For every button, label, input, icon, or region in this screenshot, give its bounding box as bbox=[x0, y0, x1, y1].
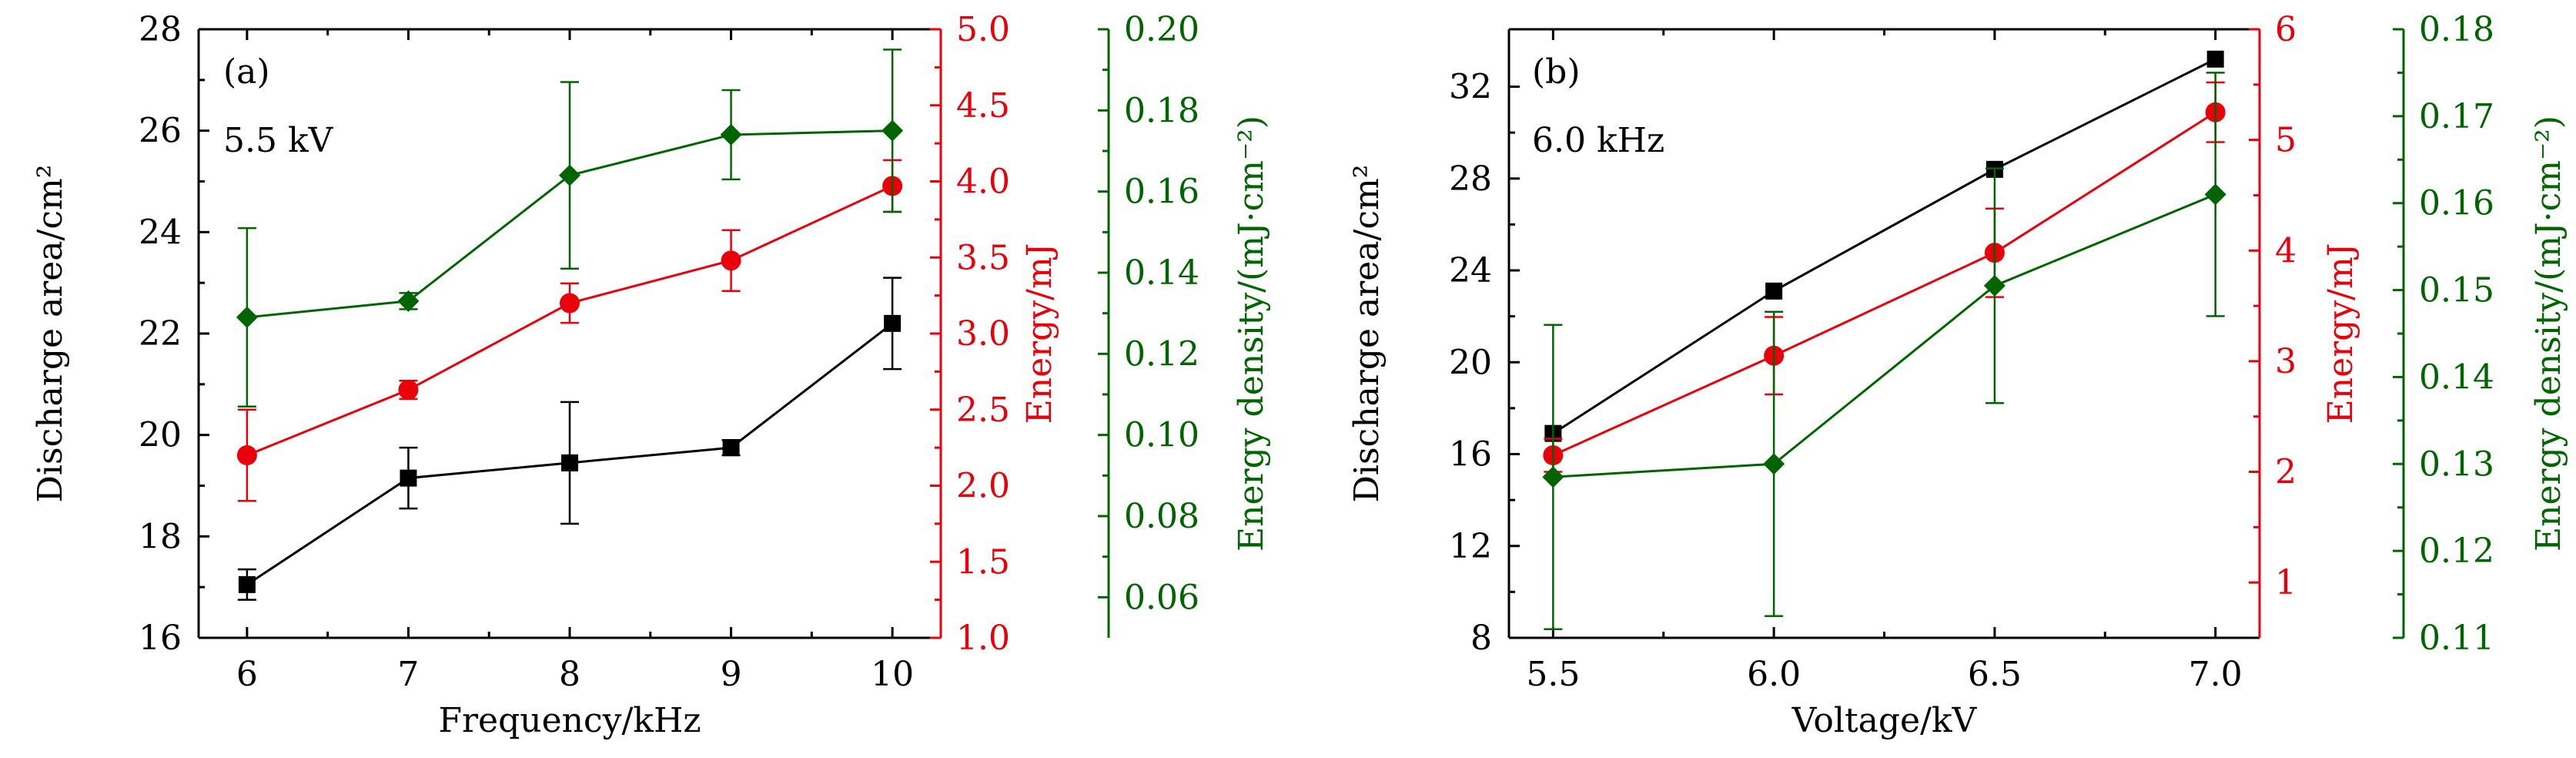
right2-tick-label: 0.14 bbox=[2419, 357, 2494, 397]
x-tick-label: 8 bbox=[559, 655, 580, 694]
right2-tick-label: 0.12 bbox=[2419, 532, 2494, 571]
chart-panel-a: 6 7 8 9 10 Frequency/kHz 16 18 20 22 24 26 28 Dischar… bbox=[31, 10, 1271, 740]
right2-tick-label: 0.16 bbox=[2419, 184, 2494, 223]
left-tick-label: 26 bbox=[139, 112, 182, 151]
right1-tick-label: 3.0 bbox=[956, 314, 1010, 354]
panel-annotation: 6.0 kHz bbox=[1532, 121, 1664, 160]
left-tick-label: 24 bbox=[139, 213, 182, 252]
left-tick-label: 20 bbox=[139, 416, 182, 455]
right2-tick-label: 0.18 bbox=[2419, 10, 2494, 49]
right2-tick-label: 0.06 bbox=[1124, 578, 1199, 617]
right1-tick-label: 1.5 bbox=[956, 542, 1010, 582]
right2-tick-label: 0.17 bbox=[2419, 97, 2494, 136]
right1-tick-label: 2.5 bbox=[956, 391, 1010, 430]
x-tick-label: 10 bbox=[871, 655, 914, 694]
marker-square bbox=[884, 314, 902, 332]
right1-tick-label: 1.0 bbox=[956, 619, 1010, 658]
left-tick-label: 32 bbox=[1449, 68, 1492, 107]
right1-tick-label: 4.0 bbox=[956, 163, 1010, 202]
marker-diamond bbox=[559, 164, 580, 186]
marker-diamond bbox=[720, 123, 742, 146]
series-line-area bbox=[1552, 58, 2216, 434]
marker-square bbox=[561, 454, 578, 471]
series-line-density bbox=[1553, 193, 2216, 478]
x-tick-label: 6 bbox=[236, 655, 258, 694]
left-tick-label: 28 bbox=[1449, 159, 1492, 199]
right2-axis-label: Energy density/(mJ·cm⁻²) bbox=[1232, 116, 1271, 552]
x-axis-label: Frequency/kHz bbox=[438, 701, 701, 740]
right2-tick-label: 0.16 bbox=[1124, 173, 1199, 212]
right1-tick-label: 5.0 bbox=[956, 10, 1010, 49]
left-tick-label: 16 bbox=[1449, 435, 1492, 475]
right1-tick-label: 6 bbox=[2275, 10, 2297, 49]
right2-tick-label: 0.20 bbox=[1124, 10, 1199, 49]
chart-panel-b: 5.5 6.0 6.5 7.0Voltage/kV8121620242832Disch… bbox=[1347, 10, 2568, 740]
x-tick-label: 6.0 bbox=[1747, 655, 1801, 694]
right1-tick-label: 2.0 bbox=[956, 467, 1010, 506]
marker-square bbox=[2206, 50, 2224, 68]
right1-tick-label: 4.5 bbox=[956, 86, 1010, 126]
left-tick-label: 12 bbox=[1449, 527, 1492, 566]
right1-tick-label: 1 bbox=[2275, 563, 2297, 602]
left-tick-label: 28 bbox=[139, 10, 182, 49]
right2-tick-label: 0.08 bbox=[1124, 497, 1199, 536]
marker-diamond bbox=[397, 290, 420, 312]
right1-tick-label: 2 bbox=[2275, 453, 2297, 492]
x-tick-label: 7 bbox=[397, 655, 419, 694]
marker-diamond bbox=[1983, 274, 2006, 297]
series-line-energy bbox=[1552, 111, 2216, 457]
right1-tick-label: 4 bbox=[2275, 231, 2297, 270]
left-tick-label: 24 bbox=[1449, 251, 1492, 290]
right1-axis-label: Energy/mJ bbox=[2321, 243, 2360, 424]
marker-diamond bbox=[236, 306, 258, 328]
right2-tick-label: 0.15 bbox=[2419, 271, 2494, 310]
x-tick-label: 5.5 bbox=[1526, 655, 1580, 694]
left-axis-label: Discharge area/cm² bbox=[1347, 165, 1387, 503]
panel-label: (a) bbox=[223, 52, 270, 92]
left-tick-label: 22 bbox=[139, 314, 182, 354]
right2-tick-label: 0.12 bbox=[1124, 334, 1199, 374]
marker-diamond bbox=[1763, 453, 1785, 475]
marker-circle bbox=[398, 380, 419, 401]
panel-annotation: 5.5 kV bbox=[223, 121, 334, 160]
x-tick-label: 7.0 bbox=[2189, 655, 2243, 694]
right2-tick-label: 0.11 bbox=[2419, 619, 2494, 658]
marker-diamond bbox=[2204, 183, 2226, 206]
right2-tick-label: 0.13 bbox=[2419, 444, 2494, 484]
left-tick-label: 18 bbox=[139, 517, 182, 556]
marker-circle bbox=[560, 293, 580, 314]
left-tick-label: 20 bbox=[1449, 343, 1492, 382]
panel-label: (b) bbox=[1532, 52, 1581, 92]
marker-circle bbox=[236, 445, 257, 465]
marker-square bbox=[238, 575, 256, 593]
marker-square bbox=[400, 469, 417, 487]
x-tick-label: 9 bbox=[721, 655, 742, 694]
x-tick-label: 6.5 bbox=[1968, 655, 2022, 694]
x-axis-label: Voltage/kV bbox=[1791, 701, 1978, 740]
right1-tick-label: 5 bbox=[2275, 121, 2297, 160]
left-tick-label: 16 bbox=[139, 619, 182, 658]
left-axis-label: Discharge area/cm² bbox=[31, 165, 70, 503]
right2-tick-label: 0.10 bbox=[1124, 416, 1199, 455]
marker-square bbox=[1765, 282, 1783, 300]
right1-axis-label: Energy/mJ bbox=[1020, 243, 1059, 424]
marker-diamond bbox=[1542, 466, 1564, 488]
right1-tick-label: 3.5 bbox=[956, 238, 1010, 277]
marker-diamond bbox=[882, 119, 904, 142]
right2-tick-label: 0.14 bbox=[1124, 253, 1199, 293]
left-tick-label: 8 bbox=[1470, 619, 1492, 658]
right1-tick-label: 3 bbox=[2275, 342, 2297, 381]
right2-tick-label: 0.18 bbox=[1124, 91, 1199, 130]
marker-square bbox=[722, 439, 740, 457]
right2-axis-label: Energy density/(mJ·cm⁻²) bbox=[2529, 116, 2568, 552]
marker-circle bbox=[721, 250, 741, 271]
